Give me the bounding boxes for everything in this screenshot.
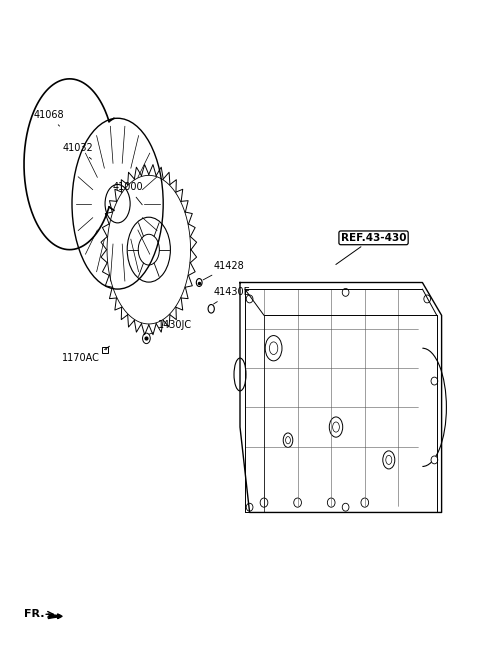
Ellipse shape xyxy=(342,288,349,296)
Ellipse shape xyxy=(246,295,253,303)
Text: 41428: 41428 xyxy=(203,261,244,280)
Text: 1430JC: 1430JC xyxy=(149,320,192,334)
Text: 1170AC: 1170AC xyxy=(62,350,107,363)
Text: FR.: FR. xyxy=(24,609,45,620)
Text: 41430E: 41430E xyxy=(214,287,251,304)
Ellipse shape xyxy=(424,295,431,303)
Ellipse shape xyxy=(342,503,349,511)
Text: 41068: 41068 xyxy=(34,110,64,126)
Ellipse shape xyxy=(246,503,253,511)
Text: REF.43-430: REF.43-430 xyxy=(336,233,406,265)
Text: 41000: 41000 xyxy=(113,182,144,205)
Text: 41032: 41032 xyxy=(62,143,93,159)
Ellipse shape xyxy=(431,456,438,464)
Ellipse shape xyxy=(431,377,438,385)
